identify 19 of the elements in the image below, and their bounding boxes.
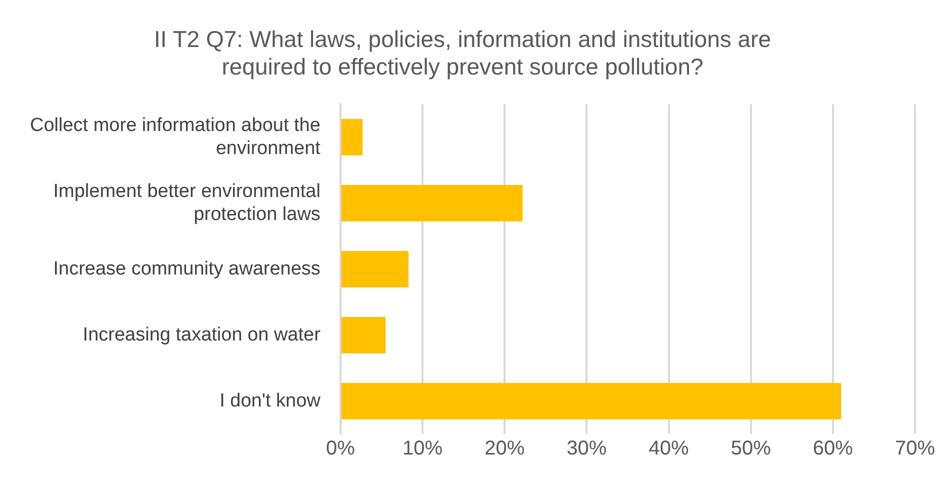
bar [341, 317, 386, 354]
x-tick-label: 0% [326, 438, 356, 460]
bar [341, 185, 523, 222]
y-tick-label: Implement better environmental protection laws [53, 181, 320, 225]
y-tick-label: Increasing taxation on water [82, 324, 322, 346]
x-tick-label: 50% [730, 438, 772, 460]
y-tick-label: Increase community awareness [53, 258, 320, 280]
bar [341, 251, 409, 288]
x-tick-label: 60% [812, 438, 854, 460]
y-tick-label: I don't know [220, 390, 321, 412]
x-tick-label: 40% [648, 438, 689, 460]
x-tick-label: 70% [894, 438, 936, 460]
y-tick-label: Collect more information about the environment [30, 115, 322, 159]
chart-title: II T2 Q7: What laws, policies, information and institutions are required to effectively prevent source pollution? [154, 26, 772, 80]
x-tick-label: 10% [402, 438, 443, 460]
x-tick-label: 20% [484, 438, 525, 460]
bar [341, 119, 363, 156]
bar [341, 383, 842, 420]
x-tick-label: 30% [566, 438, 607, 460]
